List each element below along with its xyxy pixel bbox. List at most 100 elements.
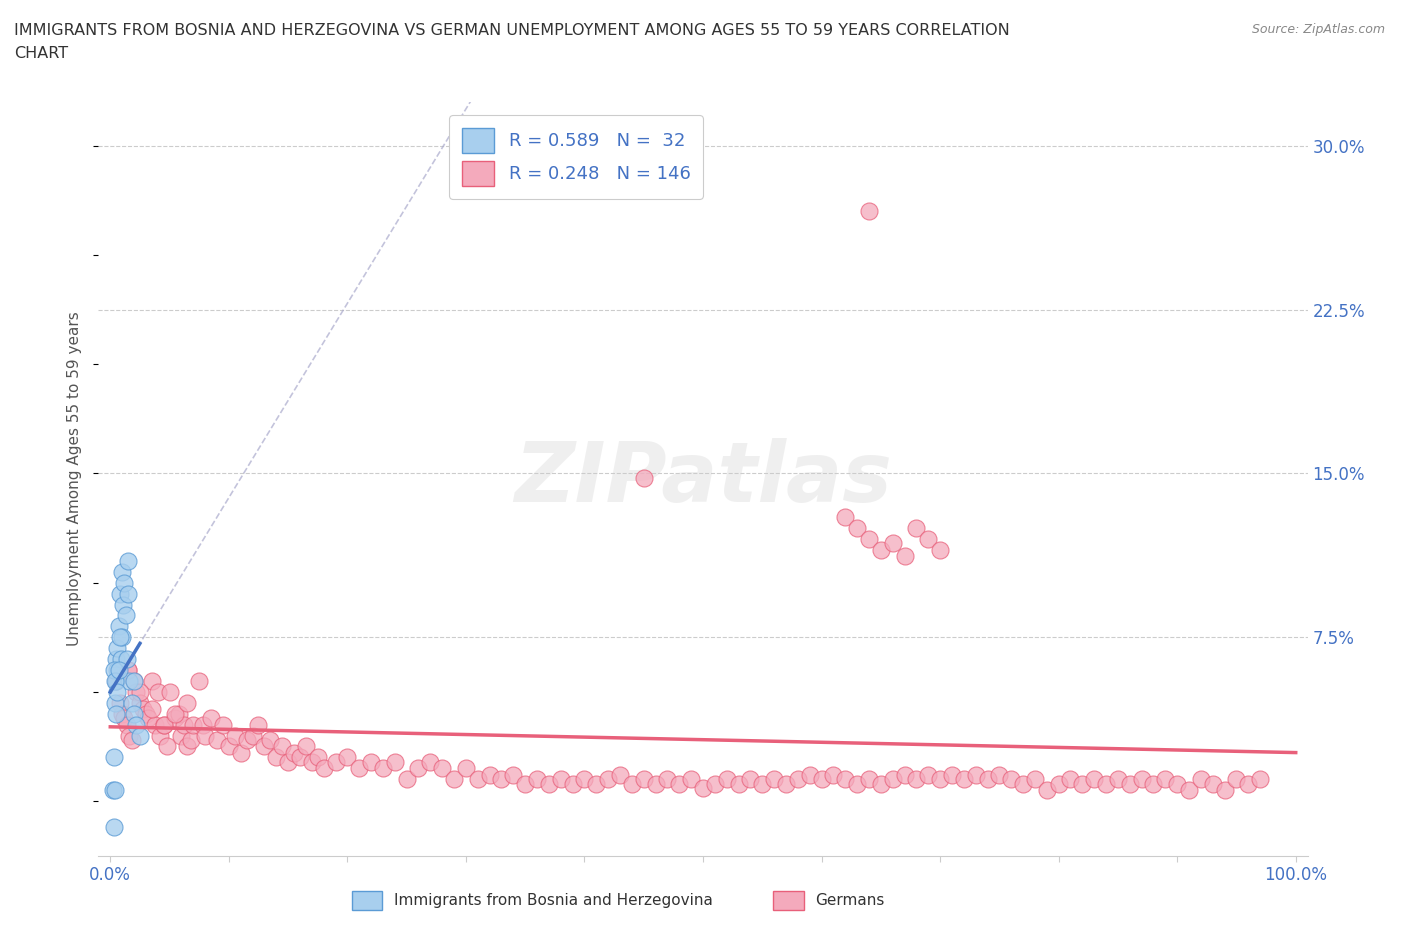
Point [1142,777,1164,791]
Point [247,717,270,732]
Text: Source: ZipAtlas.com: Source: ZipAtlas.com [1251,23,1385,36]
Point [1189,772,1212,787]
Point [114,711,136,725]
Point [115,717,138,732]
Point [561,777,583,791]
Point [598,772,620,787]
Point [118,673,141,688]
Point [1071,777,1094,791]
Point [121,696,143,711]
Point [882,772,904,787]
Point [988,767,1011,782]
Point [176,739,198,754]
Point [136,711,159,725]
Point [799,767,821,782]
Point [117,662,139,677]
Point [101,783,124,798]
Point [858,204,880,219]
Point [467,772,489,787]
Point [312,761,335,776]
Point [869,777,891,791]
Point [325,754,347,769]
Point [537,777,560,791]
Point [347,761,370,776]
Point [432,761,454,776]
Point [668,777,690,791]
Point [141,702,163,717]
Point [114,576,136,591]
Text: Germans: Germans [815,893,884,908]
Point [111,565,134,579]
Point [633,471,655,485]
Point [149,728,172,743]
Point [1130,772,1153,787]
Point [122,673,145,688]
Point [869,542,891,557]
Text: CHART: CHART [14,46,67,61]
Point [775,777,797,791]
Point [1166,777,1188,791]
Point [952,772,974,787]
Y-axis label: Unemployment Among Ages 55 to 59 years: Unemployment Among Ages 55 to 59 years [67,312,83,646]
Point [893,549,915,564]
Point [395,772,418,787]
Point [360,754,382,769]
Point [491,772,513,787]
Point [307,750,329,764]
Point [740,772,762,787]
Point [112,597,135,612]
Point [188,673,211,688]
Point [191,717,214,732]
Point [526,772,548,787]
Text: Immigrants from Bosnia and Herzegovina: Immigrants from Bosnia and Herzegovina [394,893,713,908]
Point [893,767,915,782]
Point [218,739,240,754]
Point [129,728,152,743]
Point [574,772,596,787]
Point [114,608,136,623]
Point [141,673,163,688]
Point [103,662,125,677]
Point [107,618,129,633]
Point [205,733,228,748]
Point [111,630,134,644]
Point [823,767,845,782]
Point [180,733,202,748]
Point [108,630,131,644]
Point [165,706,187,721]
Point [502,767,524,782]
Point [633,772,655,787]
Point [1237,777,1260,791]
Point [132,702,155,717]
Point [117,586,139,601]
Point [443,772,465,787]
Point [846,521,869,536]
Point [107,662,129,677]
Point [644,777,666,791]
Point [117,553,139,568]
Point [620,777,643,791]
Point [224,728,246,743]
Point [121,733,143,748]
Point [105,684,128,699]
Point [834,772,856,787]
Point [122,673,145,688]
Point [1202,777,1225,791]
Point [167,706,190,721]
Point [105,673,128,688]
Point [515,777,537,791]
Point [1225,772,1247,787]
Text: ZIPatlas: ZIPatlas [515,438,891,520]
Point [1012,777,1035,791]
Point [478,767,501,782]
Point [336,750,359,764]
Point [454,761,477,776]
Point [609,767,631,782]
Point [288,750,311,764]
Point [419,754,441,769]
Point [905,521,928,536]
Point [1047,777,1070,791]
Point [176,696,198,711]
Legend: R = 0.589   N =  32, R = 0.248   N = 146: R = 0.589 N = 32, R = 0.248 N = 146 [449,115,703,199]
Point [976,772,998,787]
